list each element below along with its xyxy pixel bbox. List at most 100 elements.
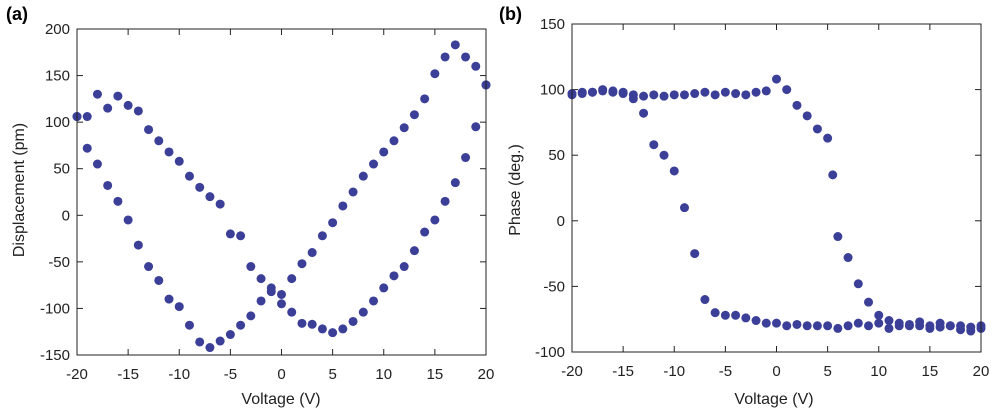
data-point: [164, 147, 174, 157]
data-point: [812, 321, 822, 331]
data-point: [956, 321, 966, 331]
data-point: [925, 321, 935, 331]
data-point: [966, 322, 976, 332]
data-point: [450, 40, 460, 50]
data-point: [297, 259, 307, 269]
panel-a-y-tick-labels: -150 -100 -50 0 50 100 150 200: [40, 21, 70, 364]
data-point: [659, 91, 669, 101]
data-point: [884, 323, 894, 333]
y-tick-label: -100: [40, 300, 70, 317]
data-point: [92, 89, 102, 99]
data-point: [154, 136, 164, 146]
data-point: [690, 89, 700, 99]
data-point: [471, 122, 481, 132]
data-point: [823, 133, 833, 143]
data-point: [195, 182, 205, 192]
data-point: [843, 253, 853, 263]
x-tick-label: -20: [561, 363, 583, 380]
data-point: [649, 90, 659, 100]
data-point: [639, 108, 649, 118]
data-point: [184, 320, 194, 330]
data-point: [904, 319, 914, 329]
y-tick-label: -50: [543, 278, 565, 295]
data-point: [215, 199, 225, 209]
data-point: [328, 328, 338, 338]
y-tick-label: 0: [62, 207, 70, 224]
data-point: [113, 91, 123, 101]
data-point: [669, 166, 679, 176]
data-point: [328, 218, 338, 228]
panel-b-y-axis-label: Phase (deg.): [507, 144, 524, 236]
panel-b-label: (b): [499, 4, 522, 24]
data-point: [369, 159, 379, 169]
x-tick-label: -20: [66, 366, 88, 383]
data-point: [379, 147, 389, 157]
data-point: [792, 319, 802, 329]
data-point: [440, 52, 450, 62]
data-point: [874, 318, 884, 328]
data-point: [215, 336, 225, 346]
data-point: [389, 136, 399, 146]
x-tick-label: 0: [277, 366, 285, 383]
data-point: [782, 321, 792, 331]
data-point: [225, 330, 235, 340]
data-point: [420, 227, 430, 237]
data-point: [205, 192, 215, 202]
data-point: [154, 275, 164, 285]
data-point: [133, 106, 143, 116]
data-point: [915, 317, 925, 327]
x-tick-label: -10: [663, 363, 685, 380]
data-point: [833, 232, 843, 242]
data-point: [874, 310, 884, 320]
x-tick-label: -15: [117, 366, 139, 383]
data-point: [348, 187, 358, 197]
data-point: [679, 203, 689, 213]
data-point: [246, 262, 256, 272]
panel-a-data-points: [72, 40, 491, 353]
data-point: [338, 324, 348, 334]
data-point: [710, 308, 720, 318]
data-point: [853, 318, 863, 328]
data-point: [577, 89, 587, 99]
data-point: [628, 94, 638, 104]
data-point: [297, 318, 307, 328]
data-point: [256, 296, 266, 306]
y-tick-label: 50: [53, 161, 70, 178]
x-tick-label: -5: [224, 366, 237, 383]
panel-b-x-axis-label: Voltage (V): [734, 391, 813, 408]
x-tick-label: -10: [168, 366, 190, 383]
data-point: [430, 69, 440, 79]
data-point: [741, 313, 751, 323]
data-point: [649, 140, 659, 150]
data-point: [843, 321, 853, 331]
data-point: [761, 86, 771, 96]
panel-a-y-axis-label: Displacement (pm): [11, 123, 28, 257]
panel-b-y-tick-labels: -100 -50 0 50 100 150: [535, 16, 565, 361]
data-point: [409, 110, 419, 120]
data-point: [420, 94, 430, 104]
data-point: [679, 90, 689, 100]
data-point: [277, 289, 286, 299]
data-point: [659, 150, 669, 160]
data-point: [389, 271, 399, 281]
data-point: [338, 201, 348, 211]
data-point: [853, 279, 863, 289]
data-point: [348, 316, 358, 326]
data-point: [174, 156, 184, 166]
panel-b-plot-frame: [571, 23, 982, 353]
y-tick-label: 150: [45, 68, 70, 85]
data-point: [113, 196, 123, 206]
data-point: [731, 89, 741, 99]
data-point: [751, 87, 761, 97]
data-point: [587, 87, 597, 97]
x-tick-label: 20: [973, 363, 990, 380]
y-tick-label: -100: [535, 344, 565, 361]
data-point: [103, 103, 113, 113]
data-point: [236, 320, 246, 330]
x-tick-label: 10: [375, 366, 392, 383]
data-point: [731, 310, 741, 320]
data-point: [205, 343, 215, 353]
data-point: [884, 316, 894, 326]
